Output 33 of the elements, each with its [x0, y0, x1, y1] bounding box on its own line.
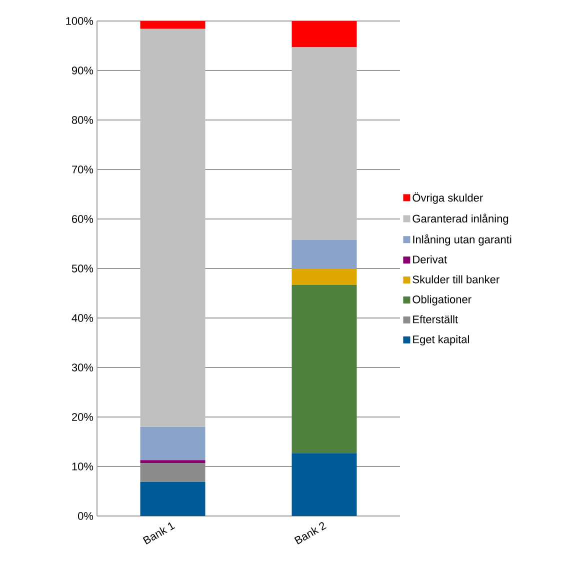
legend-label: Skulder till banker	[412, 275, 500, 284]
bar	[292, 453, 357, 516]
bar	[140, 28, 206, 427]
y-tick-label: 10%	[72, 462, 94, 470]
bar	[292, 284, 357, 454]
legend-label: Övriga skulder	[412, 192, 483, 204]
x-tick-label: Bank 2	[294, 522, 326, 544]
bar	[292, 20, 357, 48]
bar	[140, 463, 206, 482]
y-tick-label: 70%	[72, 166, 94, 174]
y-tick-label: 100%	[66, 17, 94, 25]
y-tick-label: 80%	[72, 116, 94, 124]
x-tick-label: Bank 1	[142, 522, 175, 544]
y-tick-label: 30%	[72, 364, 94, 372]
y-tick-label: 60%	[72, 215, 94, 223]
bar	[292, 47, 357, 240]
legend-label: Efterställt	[413, 315, 458, 324]
y-tick-label: 0%	[78, 512, 94, 520]
legend-label: Inlåning utan garanti	[413, 234, 512, 246]
y-tick-label: 40%	[72, 314, 94, 322]
legend-label: Garanterad inlåning	[412, 214, 508, 225]
bar	[140, 20, 206, 29]
bar	[140, 482, 206, 516]
bar	[292, 268, 357, 285]
legend-label: Obligationer	[412, 295, 472, 306]
bar	[292, 240, 357, 269]
bar	[140, 460, 206, 464]
bar	[140, 426, 206, 460]
y-tick-label: 50%	[72, 264, 94, 272]
y-tick-label: 90%	[72, 66, 94, 74]
legend-label: Eget kapital	[413, 335, 469, 346]
legend-label: Derivat	[413, 255, 447, 264]
y-tick-label: 20%	[72, 413, 94, 421]
